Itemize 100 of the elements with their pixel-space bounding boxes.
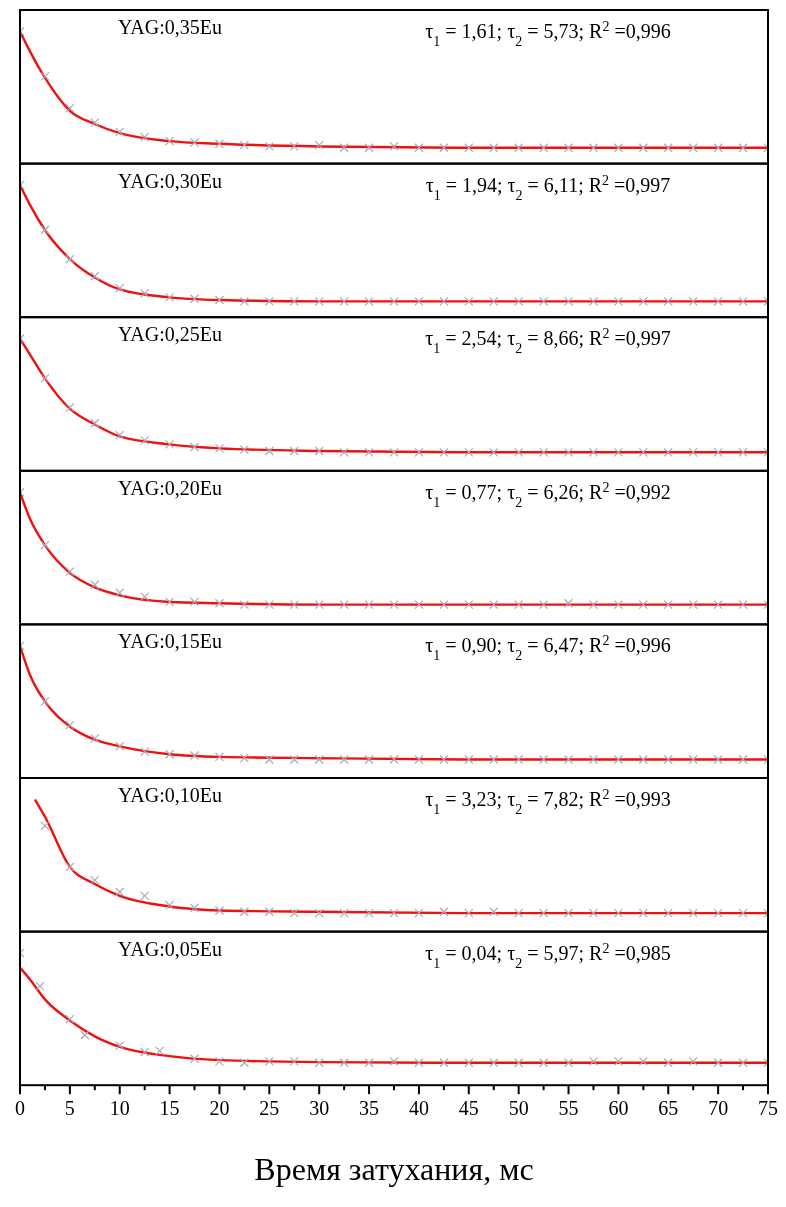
point [364, 447, 374, 457]
point [713, 599, 723, 610]
point [539, 296, 549, 306]
point [738, 447, 748, 457]
point [563, 296, 574, 306]
point [588, 599, 599, 610]
point [289, 908, 299, 918]
point [165, 597, 175, 607]
point [339, 754, 349, 765]
point [140, 891, 150, 901]
point [439, 599, 449, 610]
point [389, 754, 399, 765]
point [539, 447, 549, 457]
point [289, 296, 299, 306]
point [489, 143, 499, 153]
point [439, 447, 449, 457]
point [389, 447, 399, 457]
point [289, 141, 299, 152]
point [264, 599, 274, 610]
point [688, 296, 698, 306]
point [140, 435, 150, 446]
point [364, 908, 374, 918]
x-axis-title: Время затухания, мс [254, 1151, 534, 1188]
point [563, 143, 574, 153]
point [489, 599, 499, 610]
point [663, 908, 673, 918]
point [40, 821, 50, 831]
point [439, 143, 449, 153]
point [189, 750, 200, 761]
point [489, 1058, 499, 1068]
point [65, 566, 75, 577]
annotation: τ$_{1}$ = 2,54; τ$_{2}$ = 8,66; R$^{2}$ =0,997 [425, 325, 671, 356]
point [663, 1058, 673, 1068]
point [140, 746, 150, 757]
point [40, 71, 50, 82]
point [40, 225, 50, 235]
point [688, 447, 698, 457]
point [688, 599, 698, 610]
point [214, 598, 225, 608]
point [214, 752, 225, 762]
point [663, 143, 673, 153]
annotation: τ$_{1}$ = 3,23; τ$_{2}$ = 7,82; R$^{2}$ =0,993 [425, 786, 671, 817]
point [65, 720, 75, 730]
point [489, 907, 499, 917]
point [289, 754, 299, 765]
point [214, 1056, 225, 1067]
point [35, 981, 45, 991]
annotation: τ$_{1}$ = 0,04; τ$_{2}$ = 5,97; R$^{2}$ =0,985 [425, 940, 671, 971]
point [613, 1056, 623, 1067]
point [90, 580, 100, 590]
point [713, 143, 723, 153]
point [90, 118, 100, 128]
point [189, 597, 200, 607]
point [688, 754, 698, 765]
chart-title: YAG:0,10Eu [118, 784, 222, 806]
point [638, 599, 648, 610]
point [439, 1058, 449, 1068]
point [638, 143, 648, 153]
point [514, 599, 524, 610]
point [738, 908, 748, 918]
point [239, 140, 249, 150]
point [638, 1056, 648, 1067]
point [40, 696, 50, 706]
point [140, 1047, 150, 1057]
point [140, 592, 150, 602]
chart-title: YAG:0,25Eu [118, 323, 222, 346]
x-tick-label: 45 [458, 1097, 479, 1120]
point [264, 907, 274, 917]
point [613, 143, 623, 153]
point [339, 599, 349, 610]
point [514, 1058, 524, 1068]
chart-title: YAG:0,35Eu [118, 16, 222, 38]
point [613, 908, 623, 918]
point [115, 430, 125, 440]
x-tick-label: 50 [508, 1097, 529, 1120]
point [563, 1058, 574, 1068]
point [189, 137, 200, 148]
point [738, 296, 748, 306]
point [65, 402, 75, 412]
point [713, 908, 723, 918]
point [239, 296, 249, 306]
point [165, 749, 175, 759]
point [115, 283, 125, 293]
point [489, 447, 499, 457]
point [65, 254, 75, 264]
point [613, 754, 623, 765]
point [339, 143, 349, 153]
point [588, 296, 599, 306]
point [339, 1058, 349, 1068]
chart-title: YAG:0,05Eu [118, 937, 222, 960]
point [464, 599, 474, 610]
point [539, 1058, 549, 1068]
point [464, 754, 474, 765]
point [464, 143, 474, 153]
point [289, 599, 299, 610]
x-tick-label: 55 [558, 1097, 579, 1120]
chart-title: YAG:0,20Eu [118, 476, 222, 499]
point [588, 754, 599, 765]
x-tick-label: 60 [608, 1097, 629, 1120]
point [539, 908, 549, 918]
